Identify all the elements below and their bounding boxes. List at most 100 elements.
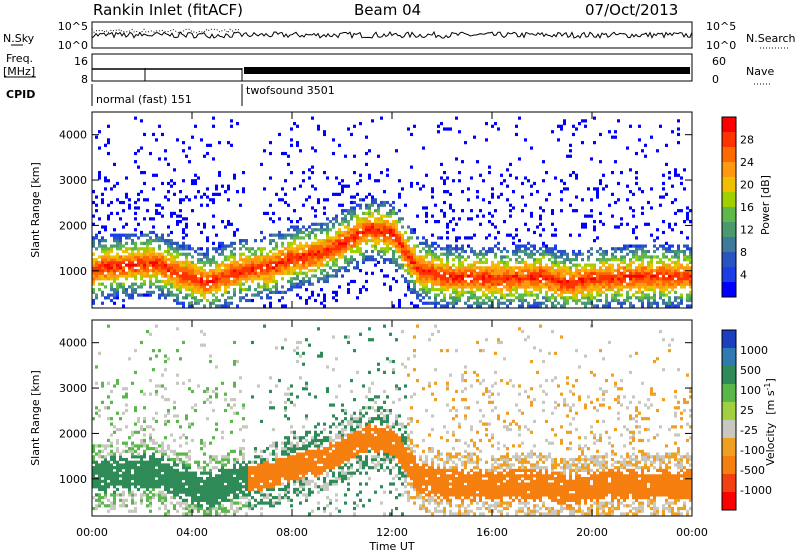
heat-cell xyxy=(98,274,101,278)
heat-cell xyxy=(548,247,551,251)
heat-cell xyxy=(230,482,233,486)
heat-cell xyxy=(344,214,347,218)
heat-cell xyxy=(197,190,200,194)
heat-cell xyxy=(176,138,179,142)
heat-cell xyxy=(575,293,578,297)
heat-cell xyxy=(425,214,428,218)
heat-cell xyxy=(113,430,116,434)
heat-cell xyxy=(305,274,308,278)
heat-cell xyxy=(662,301,665,305)
heat-cell xyxy=(119,463,122,467)
heat-cell xyxy=(170,263,173,267)
heat-cell xyxy=(290,255,293,259)
heat-cell xyxy=(233,260,236,265)
heat-cell xyxy=(272,277,275,281)
heat-cell xyxy=(125,460,128,464)
heat-cell xyxy=(161,236,164,240)
heat-cell xyxy=(623,279,626,284)
heat-cell xyxy=(470,274,473,278)
heat-cell xyxy=(224,263,227,267)
heat-cell xyxy=(668,222,671,226)
heat-cell xyxy=(584,293,587,297)
heat-cell xyxy=(98,504,101,508)
heat-cell xyxy=(182,236,185,240)
heat-cell xyxy=(131,493,134,497)
heat-cell xyxy=(401,217,404,221)
heat-cell xyxy=(626,293,629,297)
heat-cell xyxy=(662,282,665,286)
heat-cell xyxy=(686,255,689,259)
heat-cell xyxy=(230,504,233,508)
heat-cell xyxy=(125,479,128,483)
heat-cell xyxy=(119,457,122,462)
heat-cell xyxy=(404,247,407,251)
heat-cell xyxy=(281,271,284,275)
heat-cell xyxy=(164,260,167,265)
heat-cell xyxy=(416,214,419,218)
heat-cell xyxy=(671,271,674,275)
heat-cell xyxy=(143,406,146,410)
heat-cell xyxy=(158,506,161,511)
heat-cell xyxy=(383,219,386,224)
heat-cell xyxy=(200,487,203,492)
heat-cell xyxy=(623,260,626,265)
heat-cell xyxy=(440,121,443,126)
heat-cell xyxy=(389,209,392,213)
heat-cell xyxy=(116,296,119,300)
heat-cell xyxy=(143,460,146,464)
heat-cell xyxy=(260,239,263,243)
heat-cell xyxy=(611,298,614,303)
heat-cell xyxy=(362,260,365,265)
heat-cell xyxy=(149,274,152,278)
heat-cell xyxy=(194,179,197,183)
heat-cell xyxy=(650,271,653,275)
heat-cell xyxy=(95,411,98,415)
heat-cell xyxy=(677,132,680,137)
heat-cell xyxy=(188,160,191,164)
heat-cell xyxy=(143,255,146,259)
heat-cell xyxy=(374,258,377,262)
heat-cell xyxy=(98,351,101,355)
heat-cell xyxy=(200,203,203,207)
heat-cell xyxy=(263,285,266,289)
heat-cell xyxy=(125,255,128,259)
heat-cell xyxy=(191,474,194,478)
heat-cell xyxy=(377,260,380,265)
heat-cell xyxy=(203,490,206,494)
cpid-row: CPID normal (fast) 151 twofsound 3501 xyxy=(6,84,335,106)
heat-cell xyxy=(371,236,374,240)
heat-cell xyxy=(242,170,245,175)
heat-cell xyxy=(401,239,404,243)
heat-cell xyxy=(359,217,362,221)
heat-cell xyxy=(194,498,197,502)
heat-cell xyxy=(335,268,338,273)
colorbar-tick-label: 4 xyxy=(740,269,747,282)
heat-cell xyxy=(269,304,272,308)
heat-cell xyxy=(323,293,326,297)
heat-cell xyxy=(344,255,347,259)
heat-cell xyxy=(92,252,95,256)
heat-cell xyxy=(203,479,206,483)
heat-cell xyxy=(689,279,692,284)
heat-cell xyxy=(152,266,155,270)
heat-cell xyxy=(227,258,230,262)
heat-cell xyxy=(362,239,365,243)
heat-cell xyxy=(176,249,179,254)
heat-cell xyxy=(416,266,419,270)
heat-cell xyxy=(356,230,359,235)
heat-cell xyxy=(104,274,107,278)
heat-cell xyxy=(659,124,662,128)
heat-cell xyxy=(509,298,512,303)
heat-cell xyxy=(404,244,407,248)
heat-cell xyxy=(464,268,467,273)
heat-cell xyxy=(476,214,479,218)
heat-cell xyxy=(110,504,113,508)
heat-cell xyxy=(197,384,200,388)
heat-cell xyxy=(152,493,155,497)
heat-cell xyxy=(221,509,224,513)
heat-cell xyxy=(668,290,671,294)
heat-cell xyxy=(563,121,566,126)
heat-cell xyxy=(263,247,266,251)
heat-cell xyxy=(221,241,224,245)
heat-cell xyxy=(470,236,473,240)
